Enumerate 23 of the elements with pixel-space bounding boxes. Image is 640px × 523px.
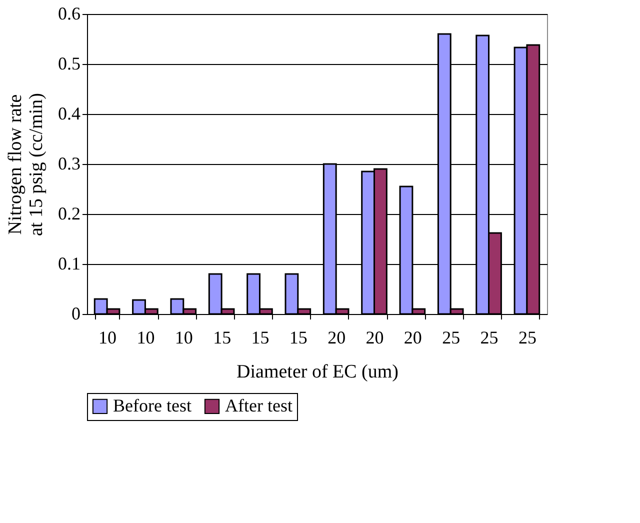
- x-tick-label: 15: [251, 328, 270, 348]
- x-tick-label: 25: [442, 328, 460, 348]
- y-tick-label: 0.1: [58, 254, 80, 274]
- y-tick-label: 0: [72, 304, 80, 324]
- legend-label: After test: [225, 395, 292, 416]
- x-tick-label: 20: [404, 328, 422, 348]
- y-axis-title: Nitrogen flow rate at 15 psig (cc/min): [5, 93, 47, 236]
- x-tick-label: 10: [98, 328, 117, 348]
- legend-label: Before test: [113, 395, 192, 416]
- x-tick-label: 25: [518, 328, 536, 348]
- x-tick-label: 25: [480, 328, 498, 348]
- y-tick-label: 0.6: [58, 4, 80, 24]
- x-tick-label: 20: [328, 328, 346, 348]
- y-tick-label: 0.5: [58, 54, 80, 74]
- x-tick-label: 10: [136, 328, 155, 348]
- y-tick-label: 0.3: [58, 154, 80, 174]
- x-tick-label: 10: [174, 328, 193, 348]
- y-tick-label: 0.4: [58, 104, 80, 124]
- x-tick-label: 20: [366, 328, 384, 348]
- x-tick-label: 15: [213, 328, 232, 348]
- x-tick-label: 15: [289, 328, 308, 348]
- x-axis-title: Diameter of EC (um): [236, 362, 398, 382]
- y-tick-label: 0.2: [58, 204, 80, 224]
